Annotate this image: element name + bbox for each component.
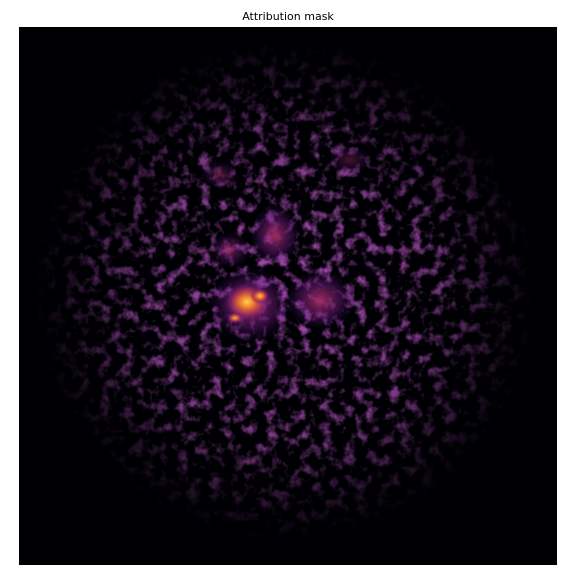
attribution-image <box>19 27 557 565</box>
title: Attribution mask <box>242 10 334 23</box>
